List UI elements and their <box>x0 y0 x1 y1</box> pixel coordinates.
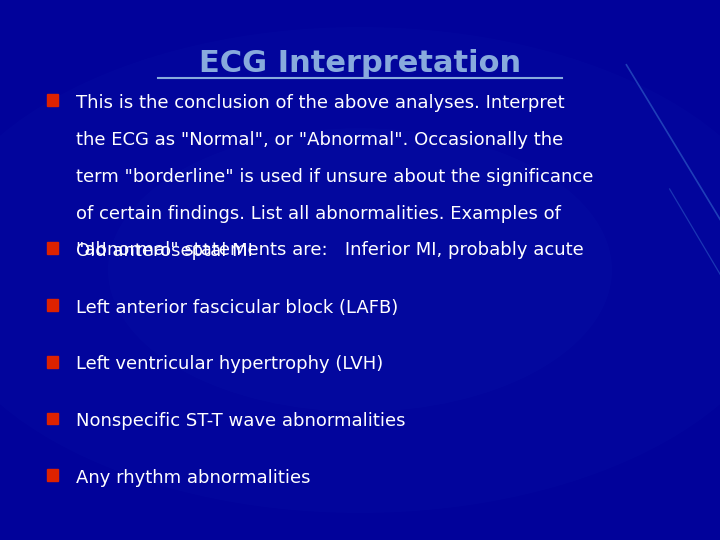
Bar <box>47 242 58 254</box>
Bar <box>47 299 58 311</box>
Text: Nonspecific ST-T wave abnormalities: Nonspecific ST-T wave abnormalities <box>76 412 405 430</box>
Bar <box>47 356 58 368</box>
Text: ECG Interpretation: ECG Interpretation <box>199 49 521 78</box>
Text: "abnormal" statements are:   Inferior MI, probably acute: "abnormal" statements are: Inferior MI, … <box>76 241 583 259</box>
Ellipse shape <box>0 27 720 513</box>
Text: Any rhythm abnormalities: Any rhythm abnormalities <box>76 469 310 487</box>
Text: Left anterior fascicular block (LAFB): Left anterior fascicular block (LAFB) <box>76 299 398 316</box>
Bar <box>47 469 58 481</box>
Text: term "borderline" is used if unsure about the significance: term "borderline" is used if unsure abou… <box>76 168 593 186</box>
Ellipse shape <box>108 128 612 411</box>
Text: of certain findings. List all abnormalities. Examples of: of certain findings. List all abnormalit… <box>76 205 560 222</box>
Text: Old anteroseptal MI: Old anteroseptal MI <box>76 242 253 260</box>
Bar <box>47 413 58 424</box>
Text: Left ventricular hypertrophy (LVH): Left ventricular hypertrophy (LVH) <box>76 355 383 373</box>
Text: This is the conclusion of the above analyses. Interpret: This is the conclusion of the above anal… <box>76 94 564 112</box>
Bar <box>47 94 58 106</box>
Text: the ECG as "Normal", or "Abnormal". Occasionally the: the ECG as "Normal", or "Abnormal". Occa… <box>76 131 563 149</box>
